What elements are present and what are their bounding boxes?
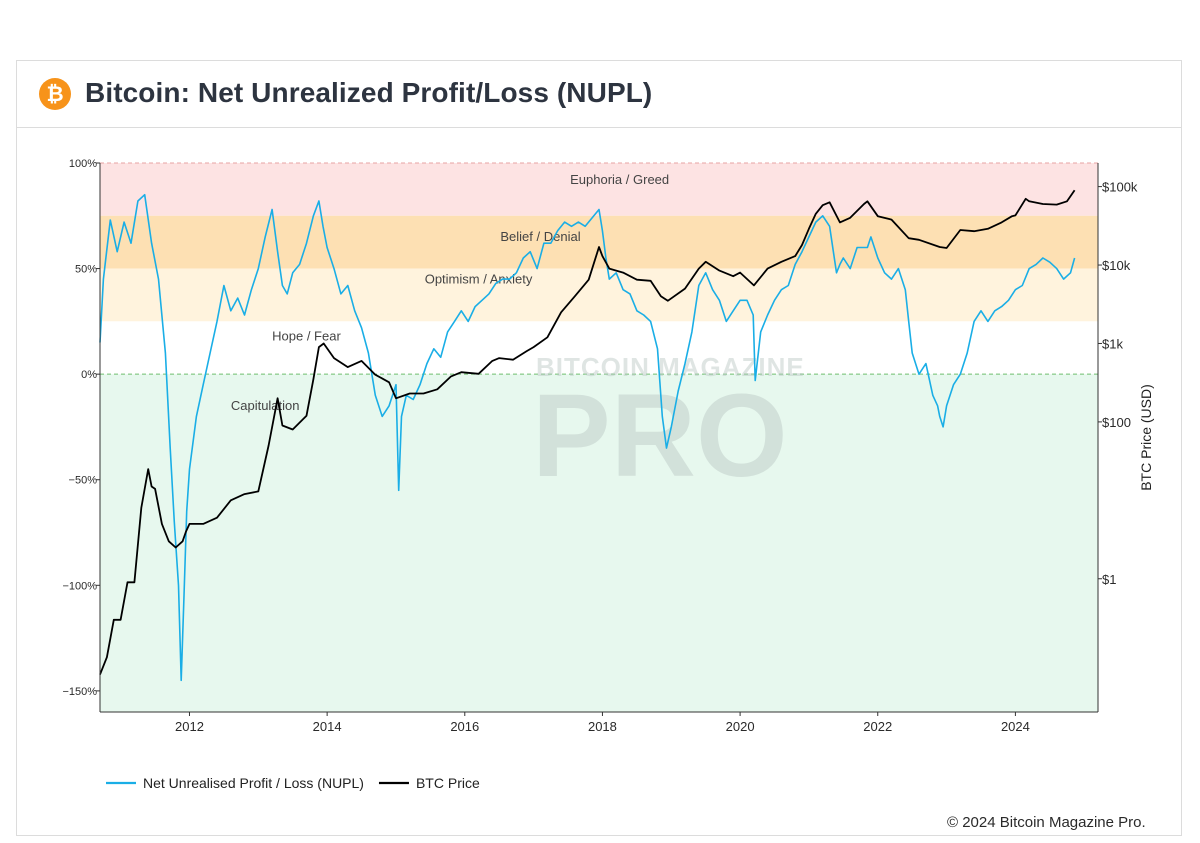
legend-label-1: BTC Price (416, 775, 480, 791)
x-tick-label: 2012 (175, 719, 204, 734)
copyright-credit: © 2024 Bitcoin Magazine Pro. (947, 814, 1146, 831)
zone-label-1: Belief / Denial (500, 229, 580, 244)
x-tick-label: 2014 (313, 719, 342, 734)
y-right-tick-label: $10k (1102, 258, 1131, 273)
zone-band-1 (100, 215, 1098, 269)
zone-label-0: Euphoria / Greed (570, 172, 669, 187)
x-tick-label: 2018 (588, 719, 617, 734)
grid-lines (100, 162, 1098, 375)
y-left-tick-label: −150% (62, 686, 97, 698)
y-right-tick-label: $1k (1102, 336, 1123, 351)
zone-labels: Euphoria / Greed Belief / Denial Optimism … (231, 172, 669, 413)
zone-label-2: Optimism / Anxiety (425, 271, 533, 286)
x-tick-label: 2016 (450, 719, 479, 734)
y-right-tick-label: $100 (1102, 415, 1131, 430)
zone-label-4: Capitulation (231, 398, 300, 413)
y-right-tick-label: $100k (1102, 180, 1138, 195)
legend: Net Unrealised Profit / Loss (NUPL) BTC P… (106, 775, 480, 791)
y-left-tick-label: −100% (62, 580, 97, 592)
x-tick-label: 2022 (863, 719, 892, 734)
series-lines (99, 189, 1076, 682)
page-title: Bitcoin: Net Unrealized Profit/Loss (NUP… (85, 77, 653, 108)
y-left-tick-label: 0% (81, 369, 97, 381)
legend-label-0: Net Unrealised Profit / Loss (NUPL) (143, 775, 364, 791)
bitcoin-logo-icon: ₿ (39, 78, 71, 110)
zone-band-3 (100, 321, 1098, 375)
series-line-0 (99, 193, 1076, 682)
zone-label-3: Hope / Fear (272, 328, 341, 343)
zone-band-4 (100, 374, 1098, 712)
series-line-1 (99, 189, 1076, 675)
y-left-tick-label: 50% (75, 264, 97, 276)
y-right-tick-label: $1 (1102, 572, 1116, 587)
watermark-line1: BITCOIN MAGAZINE (536, 352, 805, 382)
x-tick-label: 2024 (1001, 719, 1030, 734)
x-tick-label: 2020 (726, 719, 755, 734)
axes: 100% 50% 0% −50% −100% −150% $100k $10k $1k $100 $… (62, 158, 1154, 734)
y-right-axis-title: BTC Price (USD) (1138, 384, 1154, 491)
y-left-tick-label: 100% (69, 158, 97, 170)
watermark: BITCOIN MAGAZINE PRO (532, 352, 805, 502)
zone-band-2 (100, 268, 1098, 322)
chart-header: ₿ Bitcoin: Net Unrealized Profit/Loss (N… (17, 61, 1181, 128)
sentiment-zones (100, 163, 1098, 712)
y-left-tick-label: −50% (69, 475, 98, 487)
zone-band-0 (100, 163, 1098, 216)
